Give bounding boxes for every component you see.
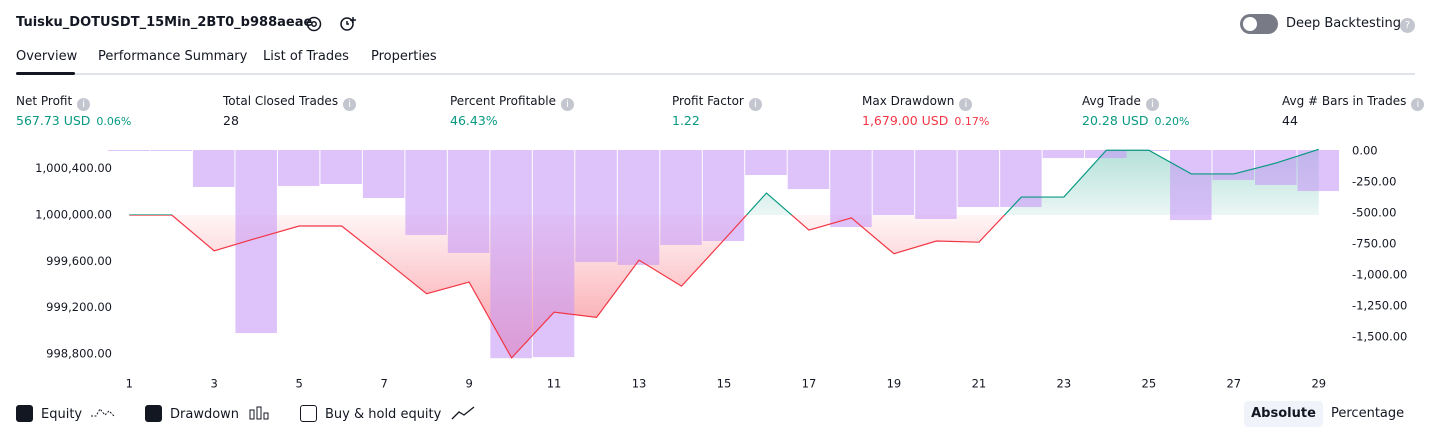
x-tick-label: 29 <box>1311 377 1326 391</box>
help-icon[interactable]: ? <box>1400 18 1415 33</box>
legend-buy-hold[interactable]: Buy & hold equity <box>300 405 475 422</box>
metric-value: 567.73 USD 0.06% <box>16 113 132 128</box>
metric-value: 28 <box>223 113 239 128</box>
metric-value: 1.22 <box>672 113 700 128</box>
x-tick-label: 19 <box>887 377 902 391</box>
drawdown-bar <box>362 150 405 198</box>
x-tick-label: 27 <box>1226 377 1241 391</box>
x-tick-label: 25 <box>1142 377 1157 391</box>
drawdown-bar <box>235 150 277 334</box>
strategy-title: Tuisku_DOTUSDT_15Min_2BT0_b988aeae <box>16 15 313 30</box>
deep-backtesting-toggle[interactable] <box>1240 14 1278 34</box>
x-tick-label: 1 <box>126 377 133 391</box>
metric-label: Percent Profitable i <box>450 94 574 111</box>
drawdown-bar <box>915 150 957 219</box>
y2-tick-label: -1,500.00 <box>1352 330 1407 344</box>
y2-tick-label: -500.00 <box>1352 206 1396 220</box>
y-tick-label: 999,600.00 <box>46 254 112 268</box>
legend-equity[interactable]: Equity <box>16 405 116 422</box>
y-tick-label: 1,000,400.00 <box>35 161 112 175</box>
y2-tick-label: -750.00 <box>1352 237 1396 251</box>
drawdown-bar <box>320 150 362 184</box>
y-tick-label: 1,000,000.00 <box>35 208 112 222</box>
drawdown-bar <box>192 150 235 187</box>
tab[interactable]: Performance Summary <box>98 49 248 64</box>
y-tick-label: 999,200.00 <box>46 300 112 314</box>
drawdown-bar <box>702 150 745 242</box>
drawdown-bar <box>1042 150 1085 159</box>
drawdown-bar <box>1000 150 1042 208</box>
y2-tick-label: -1,000.00 <box>1352 268 1407 282</box>
y2-tick-label: -1,250.00 <box>1352 299 1407 313</box>
legend-drawdown[interactable]: Drawdown <box>145 405 271 422</box>
x-tick-label: 13 <box>632 377 647 391</box>
metric-label: Net Profit i <box>16 94 91 111</box>
x-tick-label: 3 <box>211 377 218 391</box>
mode-button[interactable]: Absolute <box>1244 401 1323 427</box>
metric-value: 46.43% <box>450 113 498 128</box>
x-tick-label: 17 <box>802 377 817 391</box>
header-icons <box>306 16 356 32</box>
metric-label: Max Drawdown i <box>862 94 973 111</box>
x-tick-label: 21 <box>972 377 987 391</box>
drawdown-bar <box>1255 150 1297 185</box>
drawdown-bar <box>830 150 872 228</box>
metric-value: 20.28 USD 0.20% <box>1082 113 1190 128</box>
x-tick-label: 11 <box>547 377 562 391</box>
drawdown-bar <box>405 150 447 235</box>
metric-value: 44 <box>1282 113 1298 128</box>
metric-label: Avg Trade i <box>1082 94 1159 111</box>
mode-button[interactable]: Percentage <box>1331 406 1405 421</box>
drawdown-bar <box>277 150 320 186</box>
y-tick-label: 998,800.00 <box>46 346 112 360</box>
drawdown-bar <box>447 150 490 253</box>
equity-line <box>129 148 1319 359</box>
drawdown-bar <box>108 150 150 151</box>
drawdown-bar <box>490 150 532 359</box>
drawdown-bar <box>575 150 617 262</box>
x-tick-label: 9 <box>465 377 472 391</box>
tab[interactable]: Overview <box>16 49 78 64</box>
tab[interactable]: Properties <box>371 49 437 64</box>
drawdown-bar <box>1170 150 1212 221</box>
drawdown-bar <box>745 150 787 176</box>
metric-value: 1,679.00 USD 0.17% <box>862 113 990 128</box>
drawdown-bar <box>787 150 830 190</box>
drawdown-bar <box>872 150 915 215</box>
drawdown-bar <box>150 150 192 151</box>
y2-tick-label: -250.00 <box>1352 175 1396 189</box>
metric-label: Profit Factor i <box>672 94 762 111</box>
toggle-label: Deep Backtesting <box>1286 16 1402 31</box>
y2-tick-label: 0.00 <box>1352 144 1378 158</box>
x-tick-label: 7 <box>380 377 387 391</box>
drawdown-bar <box>1085 150 1127 159</box>
active-tab-underline <box>16 72 75 75</box>
tab[interactable]: List of Trades <box>263 49 349 64</box>
drawdown-bar <box>1297 150 1339 192</box>
x-tick-label: 5 <box>296 377 303 391</box>
x-tick-label: 15 <box>717 377 732 391</box>
x-tick-label: 23 <box>1057 377 1072 391</box>
drawdown-bar <box>957 150 1000 208</box>
drawdown-bar <box>617 150 660 265</box>
drawdown-bar <box>532 150 575 358</box>
tab-divider <box>16 73 1415 75</box>
metric-label: Total Closed Trades i <box>223 94 357 111</box>
drawdown-bar <box>660 150 702 245</box>
drawdown-bar <box>1212 150 1255 181</box>
metric-label: Avg # Bars in Trades i <box>1282 94 1425 111</box>
